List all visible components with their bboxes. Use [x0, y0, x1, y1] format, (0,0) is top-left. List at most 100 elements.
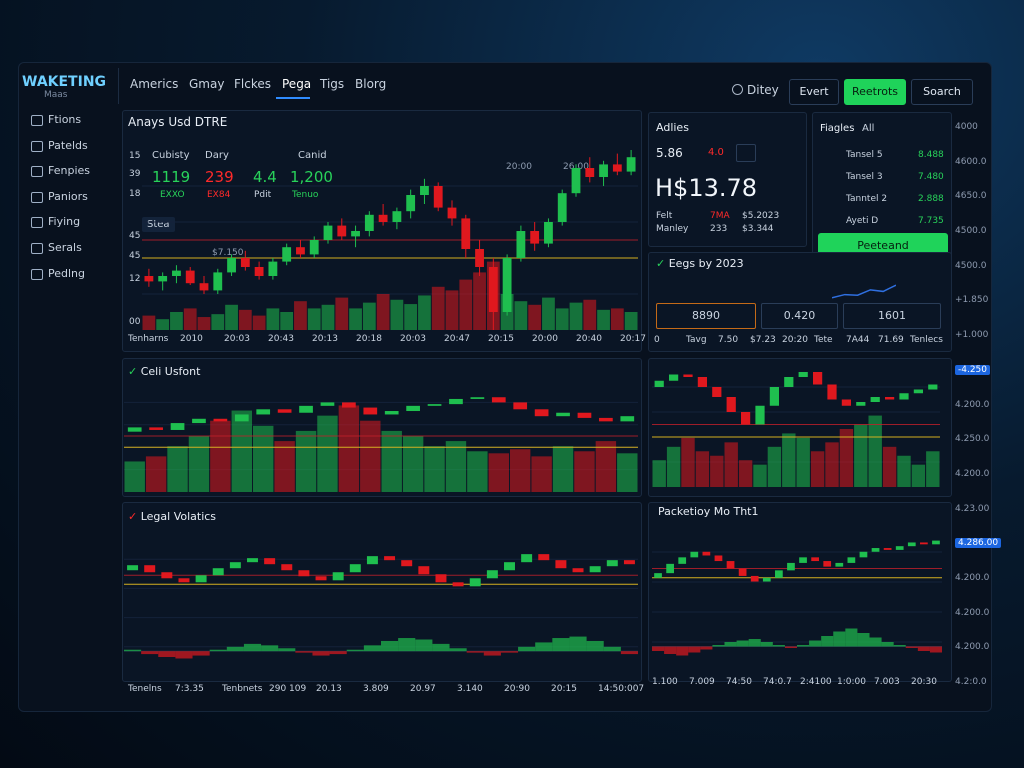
candle-body: [883, 548, 892, 550]
x-label: 20.13: [316, 684, 342, 694]
volume-bar: [225, 304, 238, 330]
oscillator-bar: [552, 638, 570, 652]
volume-bar: [796, 437, 810, 487]
x-label: 71.69: [878, 335, 904, 345]
panel-title: Anays Usd DTRE: [128, 115, 228, 129]
volume-bar: [211, 314, 225, 330]
x-label: 20:17: [620, 334, 646, 344]
candle-body: [315, 576, 327, 581]
icon-button[interactable]: [736, 144, 756, 162]
nav-item[interactable]: Tigs: [320, 77, 345, 91]
volume-bar: [295, 430, 317, 492]
x-label: 20:18: [356, 334, 382, 344]
row-value: $3.344: [742, 224, 774, 234]
icon: [31, 243, 43, 254]
sidebar-item[interactable]: Patelds: [48, 138, 88, 152]
button[interactable]: Reetrots: [844, 79, 906, 105]
x-label: 20.97: [410, 684, 436, 694]
nav-item[interactable]: Blorg: [355, 77, 387, 91]
sidebar-item[interactable]: Pedlng: [48, 266, 86, 280]
button[interactable]: Evert: [789, 79, 839, 105]
candle-body: [351, 231, 360, 237]
panel-title: ✓ Celi Usfont: [128, 365, 201, 378]
candle-body: [513, 402, 528, 410]
icon: [732, 84, 743, 95]
oscillator-bar: [893, 645, 906, 647]
sidebar-item[interactable]: Ftions: [48, 113, 82, 126]
candle-body: [185, 270, 195, 284]
volume-bar: [156, 319, 170, 330]
axis-label: 4.2:0.0: [955, 677, 987, 687]
stat-sub: Pdit: [254, 190, 272, 200]
volume-bar: [321, 304, 335, 330]
oscillator-bar: [141, 651, 159, 655]
nav-item[interactable]: Pega: [282, 77, 312, 91]
row-value: 8.488: [918, 150, 944, 160]
logo-sub: Maas: [44, 90, 68, 100]
candle-body: [787, 562, 795, 571]
sidebar-item[interactable]: Fiying: [48, 215, 81, 229]
button[interactable]: Soarch: [911, 79, 973, 105]
x-label: 7.50: [718, 335, 739, 345]
sidebar-item[interactable]: Fenpies: [48, 164, 91, 178]
oscillator-bar: [158, 651, 176, 658]
volume-bar: [666, 446, 681, 487]
candle-body: [606, 560, 618, 567]
sidebar-item[interactable]: Serals: [48, 241, 82, 254]
oscillator-bar: [857, 633, 870, 647]
candle-body: [213, 272, 223, 291]
oscillator-bar: [821, 636, 834, 647]
volume-bar: [514, 301, 528, 330]
oscillator-bar: [346, 649, 364, 652]
volume-bar: [424, 446, 445, 492]
nav-item[interactable]: Flckes: [234, 77, 271, 91]
axis-label: 4.250.0: [955, 434, 990, 445]
candle-body: [234, 414, 249, 422]
candle-body: [784, 377, 794, 387]
volume-bar: [390, 299, 404, 330]
action[interactable]: Ditey: [747, 83, 779, 97]
volume-bar: [253, 425, 274, 492]
tab[interactable]: All: [862, 123, 875, 134]
candle-body: [847, 557, 856, 563]
oscillator-bar: [483, 651, 501, 656]
candle-body: [556, 412, 570, 417]
volume-bar: [231, 410, 252, 492]
volume-bar: [782, 433, 796, 487]
row-value: 7.480: [918, 172, 944, 182]
candle-body: [282, 247, 292, 262]
candle-body: [172, 270, 181, 276]
stat-value: 4.4: [253, 168, 277, 186]
oscillator-bar: [652, 646, 665, 651]
volume-bar: [467, 451, 488, 492]
candle-body: [364, 214, 374, 231]
logo: WAKETING: [22, 74, 107, 90]
oscillator-bar: [278, 648, 296, 652]
icon: [31, 268, 43, 280]
candle-body: [247, 558, 258, 563]
volume-bar: [882, 446, 897, 487]
oscillator-bar: [586, 640, 604, 652]
panel-title: Adlies: [656, 121, 689, 134]
candle-body: [227, 258, 236, 273]
axis-label: 4.200.0: [955, 399, 990, 410]
sidebar-item[interactable]: Paniors: [48, 189, 88, 203]
candle-body: [812, 372, 823, 385]
oscillator-bar: [797, 645, 810, 647]
volume-bar: [183, 308, 197, 330]
x-label: 20:00: [532, 334, 558, 344]
nav-item[interactable]: Gmay: [189, 77, 225, 91]
candle-body: [683, 374, 693, 377]
candle-body: [612, 164, 622, 172]
nav-item[interactable]: Americs: [130, 77, 179, 91]
volume-bar: [695, 451, 710, 487]
volume-bar: [431, 286, 445, 330]
volume-bar: [402, 436, 424, 492]
volume-bar: [617, 453, 638, 492]
volume-bar: [510, 449, 531, 492]
x-label: Tenelns: [128, 684, 162, 694]
stat-value: 1,200: [290, 168, 333, 186]
panel: [648, 252, 952, 352]
panel-title: Fiagles: [820, 123, 855, 134]
box: 1601: [843, 303, 941, 329]
